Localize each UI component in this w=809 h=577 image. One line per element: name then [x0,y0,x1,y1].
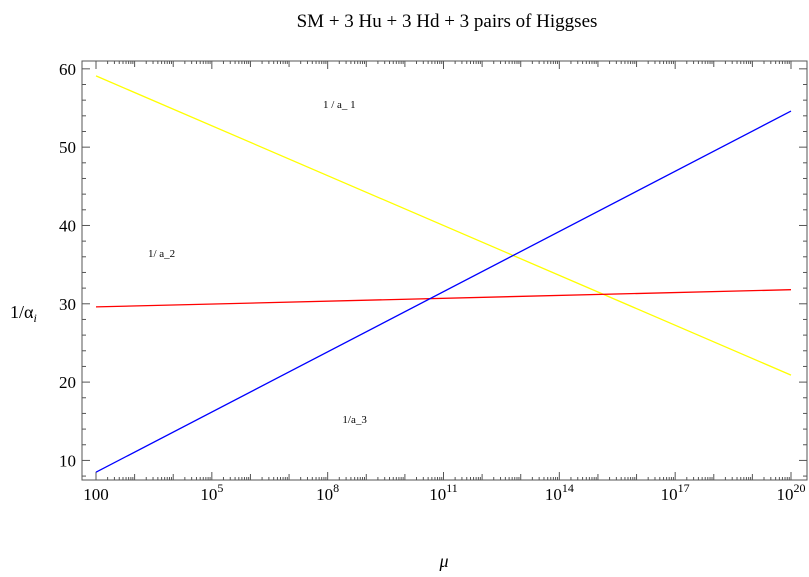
x-tick-label: 1020 [777,481,806,504]
y-tick-label: 30 [59,295,76,314]
series-line-1 [95,75,792,376]
y-tick-labels: 10 20 30 40 50 60 [59,60,76,471]
y-axis-label-main: 1/α [10,302,34,322]
x-tick-label: 105 [200,481,223,504]
y-tick-label: 50 [59,138,76,157]
x-tick-label-exponent: 8 [333,481,339,495]
x-tick-label-mantissa: 10 [429,485,446,504]
series-line-3 [95,110,792,473]
x-tick-label: 1017 [661,481,690,504]
axis-ticks [82,61,807,480]
annotation-label: 1/ a_2 [148,248,175,260]
x-tick-label-mantissa: 10 [661,485,678,504]
y-tick-label: 40 [59,216,76,235]
x-tick-label-mantissa: 10 [545,485,562,504]
plot-frame [81,60,808,481]
annotation-label: 1/a_3 [342,414,367,426]
x-tick-label: 1011 [429,481,458,504]
x-tick-label-exponent: 5 [217,481,223,495]
y-tick-label: 10 [59,451,76,470]
y-tick-label: 20 [59,373,76,392]
x-tick-label: 108 [316,481,339,504]
x-axis-label: μ [438,551,448,571]
x-tick-label-mantissa: 10 [777,485,794,504]
x-tick-label: 1014 [545,481,574,504]
series-lines [95,75,792,473]
chart-title: SM + 3 Hu + 3 Hd + 3 pairs of Higgses [297,11,598,32]
y-axis-label-subscript: i [33,311,36,325]
y-axis-label: 1/αi [10,302,37,325]
x-tick-label-mantissa: 10 [200,485,217,504]
x-tick-label-exponent: 17 [678,481,690,495]
x-tick-labels: 100 105 108 1011 1014 1017 1020 [83,481,805,504]
x-tick-label-exponent: 11 [446,481,458,495]
x-tick-label-mantissa: 10 [316,485,333,504]
x-tick-label-exponent: 14 [562,481,574,495]
x-tick-label-exponent: 20 [794,481,806,495]
annotations: 1 / a_ 1 1/ a_2 1/a_3 [148,99,367,426]
annotation-label: 1 / a_ 1 [323,99,356,111]
x-tick-label: 100 [83,485,109,504]
series-line-2 [95,289,792,308]
x-tick-label-mantissa: 100 [83,485,109,504]
y-tick-label: 60 [59,60,76,79]
